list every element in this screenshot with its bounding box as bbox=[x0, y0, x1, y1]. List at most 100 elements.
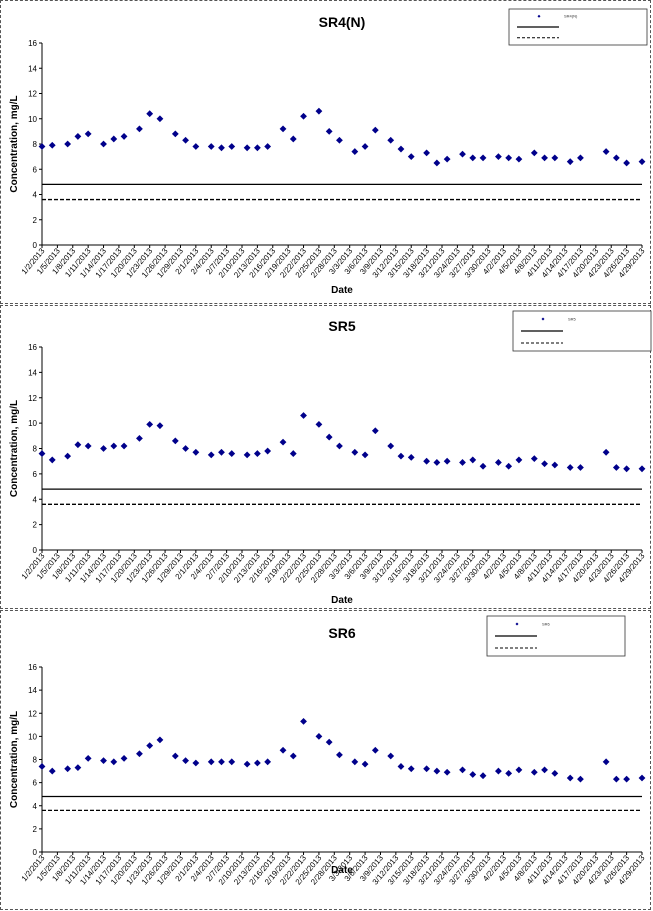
data-point bbox=[407, 453, 415, 461]
y-tick-label: 12 bbox=[28, 709, 37, 718]
data-point bbox=[182, 757, 189, 765]
data-point bbox=[336, 751, 343, 759]
x-axis-label: Date bbox=[331, 865, 353, 876]
data-point bbox=[361, 143, 369, 150]
data-point bbox=[243, 760, 251, 768]
data-point bbox=[530, 768, 538, 776]
data-point bbox=[515, 155, 523, 163]
data-point bbox=[300, 112, 307, 120]
y-tick-label: 2 bbox=[33, 825, 38, 834]
y-tick-label: 12 bbox=[28, 90, 37, 99]
data-point bbox=[300, 717, 307, 725]
data-point bbox=[171, 437, 179, 445]
data-point bbox=[443, 155, 451, 163]
data-point bbox=[551, 461, 559, 469]
y-tick-label: 14 bbox=[28, 686, 37, 695]
data-point bbox=[192, 759, 200, 767]
data-point bbox=[479, 462, 487, 470]
data-point bbox=[156, 115, 164, 123]
data-point bbox=[228, 143, 236, 150]
y-tick-label: 16 bbox=[28, 663, 37, 672]
data-point bbox=[495, 767, 502, 775]
y-tick-label: 16 bbox=[28, 39, 37, 48]
y-tick-label: 6 bbox=[33, 470, 38, 479]
data-point bbox=[218, 758, 225, 766]
y-tick-label: 10 bbox=[28, 732, 37, 741]
data-point bbox=[48, 456, 56, 464]
data-point bbox=[577, 464, 584, 471]
data-point bbox=[243, 451, 251, 459]
data-point bbox=[325, 738, 333, 746]
data-point bbox=[136, 125, 143, 133]
data-point bbox=[74, 133, 82, 140]
data-point bbox=[515, 456, 523, 464]
data-point bbox=[253, 450, 261, 457]
data-point bbox=[279, 125, 287, 133]
data-point bbox=[228, 758, 236, 766]
data-point bbox=[192, 143, 200, 150]
y-axis-label: Concentration, mg/L bbox=[9, 400, 20, 497]
data-point bbox=[146, 742, 154, 750]
data-point bbox=[530, 455, 538, 463]
data-point bbox=[289, 135, 297, 143]
data-point bbox=[100, 445, 107, 452]
data-point bbox=[171, 130, 179, 138]
data-point bbox=[289, 752, 297, 760]
data-point bbox=[361, 451, 369, 459]
legend-marker bbox=[515, 622, 519, 626]
data-point bbox=[228, 450, 236, 457]
y-tick-label: 6 bbox=[33, 779, 38, 788]
data-point bbox=[351, 758, 359, 766]
data-point bbox=[361, 760, 369, 768]
data-point bbox=[207, 451, 215, 459]
x-axis-label: Date bbox=[331, 595, 353, 606]
data-point bbox=[612, 775, 620, 783]
data-point bbox=[146, 110, 154, 118]
data-point bbox=[351, 148, 359, 155]
data-point bbox=[612, 154, 620, 162]
y-tick-label: 6 bbox=[33, 165, 38, 174]
data-point bbox=[156, 422, 164, 430]
chart-title: SR6 bbox=[328, 625, 355, 641]
data-point bbox=[300, 412, 307, 419]
data-point bbox=[315, 732, 323, 740]
data-point bbox=[479, 154, 487, 162]
data-point bbox=[253, 759, 261, 767]
data-point bbox=[264, 143, 272, 150]
data-point bbox=[64, 140, 72, 148]
y-tick-label: 4 bbox=[33, 191, 38, 200]
y-tick-label: 8 bbox=[33, 140, 38, 149]
data-point bbox=[541, 460, 548, 468]
data-point bbox=[315, 107, 323, 115]
data-point bbox=[623, 465, 631, 473]
data-point bbox=[218, 448, 225, 456]
data-point bbox=[192, 448, 200, 456]
data-point bbox=[110, 135, 118, 143]
x-axis-label: Date bbox=[331, 285, 353, 296]
data-point bbox=[243, 144, 251, 152]
data-point bbox=[64, 452, 72, 460]
y-tick-label: 4 bbox=[33, 495, 38, 504]
data-point bbox=[469, 154, 477, 162]
data-point bbox=[371, 126, 379, 134]
data-point bbox=[602, 148, 610, 155]
data-point bbox=[469, 771, 477, 778]
y-tick-label: 4 bbox=[33, 802, 38, 811]
data-point bbox=[638, 774, 646, 782]
data-point bbox=[638, 158, 646, 166]
chart-panel-sr5: SR5 0 2 4 6 8 10 12 14 16 Concentration, mg/L 1/2/2… bbox=[0, 305, 652, 609]
y-tick-label: 10 bbox=[28, 419, 37, 428]
data-point bbox=[577, 154, 584, 162]
data-point bbox=[218, 144, 225, 152]
y-tick-label: 8 bbox=[33, 445, 38, 454]
legend-box bbox=[508, 8, 648, 46]
data-point bbox=[38, 450, 46, 457]
data-point bbox=[325, 433, 333, 441]
data-point bbox=[387, 136, 395, 144]
data-point bbox=[48, 767, 56, 775]
chart-panel-sr4n: SR4(N) 0 2 4 6 8 10 12 14 16 Concentration, mg/L 1/… bbox=[0, 0, 651, 304]
data-point bbox=[171, 752, 179, 760]
